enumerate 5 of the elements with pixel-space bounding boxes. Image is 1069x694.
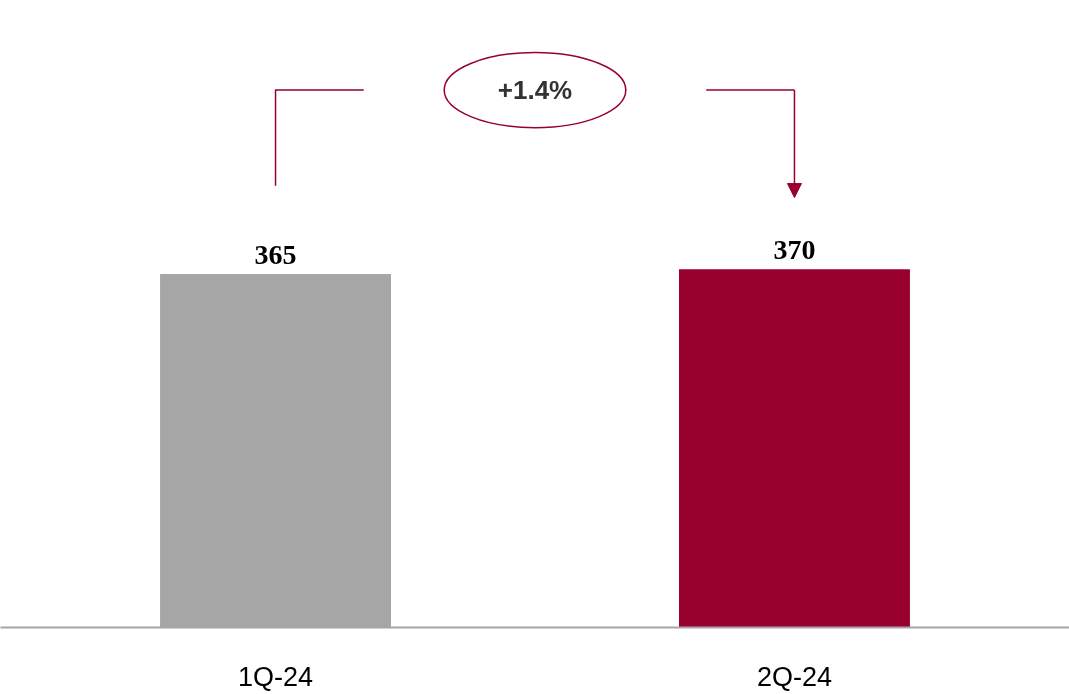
data-label: 370 — [773, 234, 816, 266]
data-label: 365 — [254, 239, 297, 271]
x-tick-label: 1Q-24 — [238, 661, 314, 692]
text: +1.4% — [497, 75, 573, 106]
x-tick-label: 2Q-24 — [756, 661, 832, 692]
